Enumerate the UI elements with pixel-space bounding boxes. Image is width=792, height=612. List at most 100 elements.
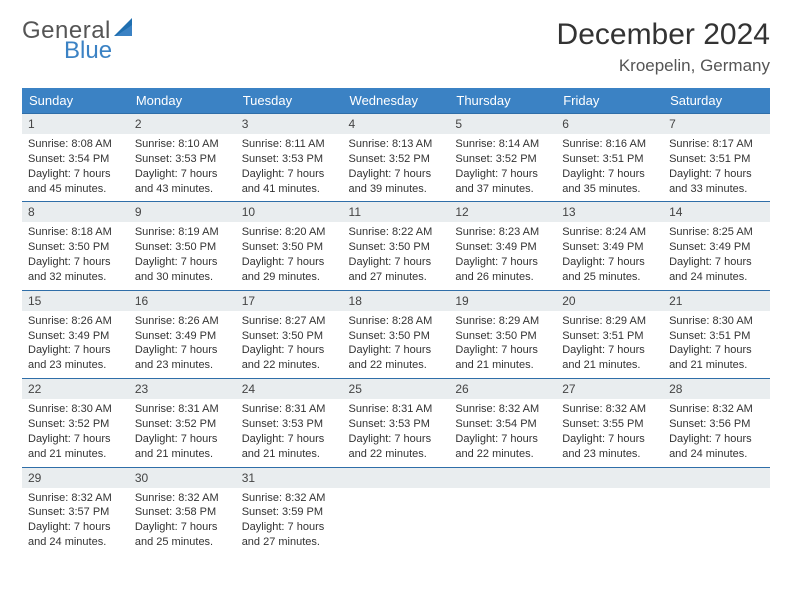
calendar-table: SundayMondayTuesdayWednesdayThursdayFrid… [22,88,770,555]
day-details: Sunrise: 8:29 AMSunset: 3:51 PMDaylight:… [556,311,663,378]
sunrise-line: Sunrise: 8:23 AM [455,225,550,240]
day-number: 22 [22,379,129,399]
sunset-line: Sunset: 3:50 PM [349,240,444,255]
day-details: Sunrise: 8:31 AMSunset: 3:53 PMDaylight:… [343,399,450,466]
calendar-cell: 14Sunrise: 8:25 AMSunset: 3:49 PMDayligh… [663,201,770,289]
day-number: 4 [343,114,450,134]
sunset-line: Sunset: 3:52 PM [349,152,444,167]
daylight-line: Daylight: 7 hours and 21 minutes. [669,343,764,373]
day-details: Sunrise: 8:22 AMSunset: 3:50 PMDaylight:… [343,222,450,289]
day-number: 19 [449,291,556,311]
day-number: 3 [236,114,343,134]
daylight-line: Daylight: 7 hours and 24 minutes. [669,432,764,462]
daylight-line: Daylight: 7 hours and 21 minutes. [562,343,657,373]
sunrise-line: Sunrise: 8:27 AM [242,314,337,329]
calendar-cell: 4Sunrise: 8:13 AMSunset: 3:52 PMDaylight… [343,113,450,201]
weekday-header: Wednesday [343,88,450,113]
weekday-header: Saturday [663,88,770,113]
sunset-line: Sunset: 3:49 PM [562,240,657,255]
sunset-line: Sunset: 3:52 PM [455,152,550,167]
sunset-line: Sunset: 3:51 PM [562,152,657,167]
day-details: Sunrise: 8:23 AMSunset: 3:49 PMDaylight:… [449,222,556,289]
day-number: 12 [449,202,556,222]
day-details: Sunrise: 8:25 AMSunset: 3:49 PMDaylight:… [663,222,770,289]
calendar-cell: 30Sunrise: 8:32 AMSunset: 3:58 PMDayligh… [129,467,236,555]
sunset-line: Sunset: 3:54 PM [28,152,123,167]
day-details: Sunrise: 8:29 AMSunset: 3:50 PMDaylight:… [449,311,556,378]
calendar-cell: 23Sunrise: 8:31 AMSunset: 3:52 PMDayligh… [129,378,236,466]
calendar-cell: 16Sunrise: 8:26 AMSunset: 3:49 PMDayligh… [129,290,236,378]
calendar-cell: 7Sunrise: 8:17 AMSunset: 3:51 PMDaylight… [663,113,770,201]
daylight-line: Daylight: 7 hours and 22 minutes. [455,432,550,462]
calendar-cell: 31Sunrise: 8:32 AMSunset: 3:59 PMDayligh… [236,467,343,555]
calendar-cell [449,467,556,555]
sunrise-line: Sunrise: 8:14 AM [455,137,550,152]
calendar-cell: 22Sunrise: 8:30 AMSunset: 3:52 PMDayligh… [22,378,129,466]
day-details: Sunrise: 8:31 AMSunset: 3:52 PMDaylight:… [129,399,236,466]
calendar-cell: 2Sunrise: 8:10 AMSunset: 3:53 PMDaylight… [129,113,236,201]
daylight-line: Daylight: 7 hours and 21 minutes. [28,432,123,462]
sunset-line: Sunset: 3:50 PM [242,329,337,344]
weekday-header: Tuesday [236,88,343,113]
day-details: Sunrise: 8:32 AMSunset: 3:55 PMDaylight:… [556,399,663,466]
sunrise-line: Sunrise: 8:32 AM [562,402,657,417]
sunrise-line: Sunrise: 8:08 AM [28,137,123,152]
daylight-line: Daylight: 7 hours and 30 minutes. [135,255,230,285]
day-details: Sunrise: 8:28 AMSunset: 3:50 PMDaylight:… [343,311,450,378]
daylight-line: Daylight: 7 hours and 45 minutes. [28,167,123,197]
calendar-cell: 13Sunrise: 8:24 AMSunset: 3:49 PMDayligh… [556,201,663,289]
weekday-header: Monday [129,88,236,113]
day-number: 21 [663,291,770,311]
calendar-cell: 18Sunrise: 8:28 AMSunset: 3:50 PMDayligh… [343,290,450,378]
calendar-cell [343,467,450,555]
sunrise-line: Sunrise: 8:30 AM [669,314,764,329]
daylight-line: Daylight: 7 hours and 35 minutes. [562,167,657,197]
day-number: 2 [129,114,236,134]
calendar-cell: 21Sunrise: 8:30 AMSunset: 3:51 PMDayligh… [663,290,770,378]
day-details: Sunrise: 8:30 AMSunset: 3:51 PMDaylight:… [663,311,770,378]
daylight-line: Daylight: 7 hours and 33 minutes. [669,167,764,197]
daylight-line: Daylight: 7 hours and 29 minutes. [242,255,337,285]
daylight-line: Daylight: 7 hours and 22 minutes. [349,343,444,373]
calendar-cell: 20Sunrise: 8:29 AMSunset: 3:51 PMDayligh… [556,290,663,378]
sunrise-line: Sunrise: 8:11 AM [242,137,337,152]
sunrise-line: Sunrise: 8:26 AM [28,314,123,329]
day-number: 9 [129,202,236,222]
day-details: Sunrise: 8:08 AMSunset: 3:54 PMDaylight:… [22,134,129,201]
sunset-line: Sunset: 3:50 PM [455,329,550,344]
calendar-cell: 10Sunrise: 8:20 AMSunset: 3:50 PMDayligh… [236,201,343,289]
day-number: 5 [449,114,556,134]
day-number [663,468,770,488]
daylight-line: Daylight: 7 hours and 21 minutes. [242,432,337,462]
daylight-line: Daylight: 7 hours and 22 minutes. [242,343,337,373]
calendar-cell: 1Sunrise: 8:08 AMSunset: 3:54 PMDaylight… [22,113,129,201]
sunset-line: Sunset: 3:50 PM [135,240,230,255]
sunset-line: Sunset: 3:53 PM [242,417,337,432]
sunrise-line: Sunrise: 8:32 AM [242,491,337,506]
sunrise-line: Sunrise: 8:31 AM [349,402,444,417]
sunrise-line: Sunrise: 8:32 AM [669,402,764,417]
sunrise-line: Sunrise: 8:32 AM [28,491,123,506]
sunrise-line: Sunrise: 8:32 AM [455,402,550,417]
daylight-line: Daylight: 7 hours and 37 minutes. [455,167,550,197]
day-details: Sunrise: 8:27 AMSunset: 3:50 PMDaylight:… [236,311,343,378]
sunset-line: Sunset: 3:49 PM [669,240,764,255]
sunrise-line: Sunrise: 8:16 AM [562,137,657,152]
daylight-line: Daylight: 7 hours and 24 minutes. [669,255,764,285]
brand-logo: General Blue [22,18,136,63]
sunrise-line: Sunrise: 8:31 AM [242,402,337,417]
day-details: Sunrise: 8:10 AMSunset: 3:53 PMDaylight:… [129,134,236,201]
sunset-line: Sunset: 3:59 PM [242,505,337,520]
sunrise-line: Sunrise: 8:29 AM [455,314,550,329]
sunset-line: Sunset: 3:51 PM [669,329,764,344]
sunrise-line: Sunrise: 8:18 AM [28,225,123,240]
daylight-line: Daylight: 7 hours and 39 minutes. [349,167,444,197]
calendar-cell: 17Sunrise: 8:27 AMSunset: 3:50 PMDayligh… [236,290,343,378]
calendar-cell: 5 Sunrise: 8:14 AMSunset: 3:52 PMDaylight… [449,113,556,201]
calendar-cell: 19Sunrise: 8:29 AMSunset: 3:50 PMDayligh… [449,290,556,378]
sunset-line: Sunset: 3:50 PM [349,329,444,344]
day-details: Sunrise: 8:19 AMSunset: 3:50 PMDaylight:… [129,222,236,289]
sunset-line: Sunset: 3:50 PM [242,240,337,255]
calendar-cell: 27Sunrise: 8:32 AMSunset: 3:55 PMDayligh… [556,378,663,466]
day-details: Sunrise: 8:32 AMSunset: 3:59 PMDaylight:… [236,488,343,555]
